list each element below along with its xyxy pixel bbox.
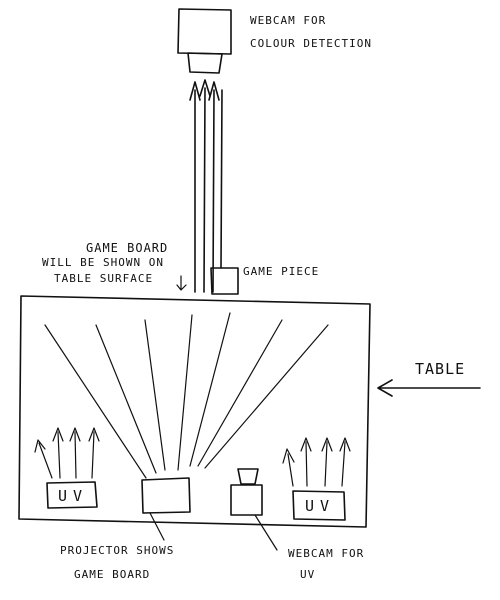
detection-rays	[189, 79, 223, 293]
uv-lamp-left-box	[46, 481, 98, 509]
uv-left-ray-1	[34, 439, 53, 479]
game-board-note-arrow	[176, 275, 187, 291]
uv-lamp-left	[34, 427, 100, 509]
colour-webcam	[177, 8, 232, 74]
uv-right-ray-1	[282, 448, 295, 487]
projector-label-line1: PROJECTOR SHOWS	[60, 544, 174, 557]
uv-webcam-body	[230, 484, 263, 516]
game-piece-label: GAME PIECE	[243, 265, 319, 278]
uv-left-ray-3	[69, 427, 81, 479]
colour-webcam-lens	[187, 52, 223, 74]
uv-lamp-right	[282, 437, 351, 521]
ray-right-side	[220, 89, 223, 269]
game-board-note-line1: GAME BOARD	[86, 241, 168, 255]
uv-right-ray-2	[300, 437, 312, 487]
table-arrow	[377, 379, 481, 397]
uv-left-ray-2	[52, 427, 64, 479]
ray-middle	[203, 87, 206, 293]
uv-webcam-lens	[237, 468, 259, 485]
uv-lamp-right-box	[292, 490, 346, 521]
uv-right-ray-3	[321, 437, 333, 487]
table-label: TABLE	[415, 360, 465, 378]
uv-right-ray-4	[339, 437, 351, 487]
ray-right-head	[208, 81, 220, 101]
uv-webcam-pointer	[254, 514, 278, 551]
projector	[141, 477, 191, 514]
uv-lamp-left-label: UV	[58, 487, 88, 505]
uv-left-ray-4	[88, 427, 100, 479]
uv-webcam-label-line1: WEBCAM FOR	[288, 547, 364, 560]
projector-light-fan	[44, 312, 329, 479]
game-board-note-line3: TABLE SURFACE	[54, 272, 153, 285]
uv-lamp-right-label: UV	[305, 497, 335, 515]
colour-webcam-label-line2: COLOUR DETECTION	[250, 37, 372, 50]
uv-webcam	[230, 468, 263, 516]
game-piece	[210, 267, 239, 295]
table-outline	[18, 295, 371, 528]
game-board-note-line2: WILL BE SHOWN ON	[42, 256, 164, 269]
colour-webcam-body	[177, 8, 232, 55]
projector-pointer	[149, 512, 165, 541]
uv-webcam-label-line2: UV	[300, 568, 315, 581]
ray-left-head	[189, 81, 201, 101]
ray-middle-head	[199, 79, 211, 97]
ray-right	[212, 89, 215, 293]
projector-label-line2: GAME BOARD	[74, 568, 150, 581]
colour-webcam-label-line1: WEBCAM FOR	[250, 14, 326, 27]
